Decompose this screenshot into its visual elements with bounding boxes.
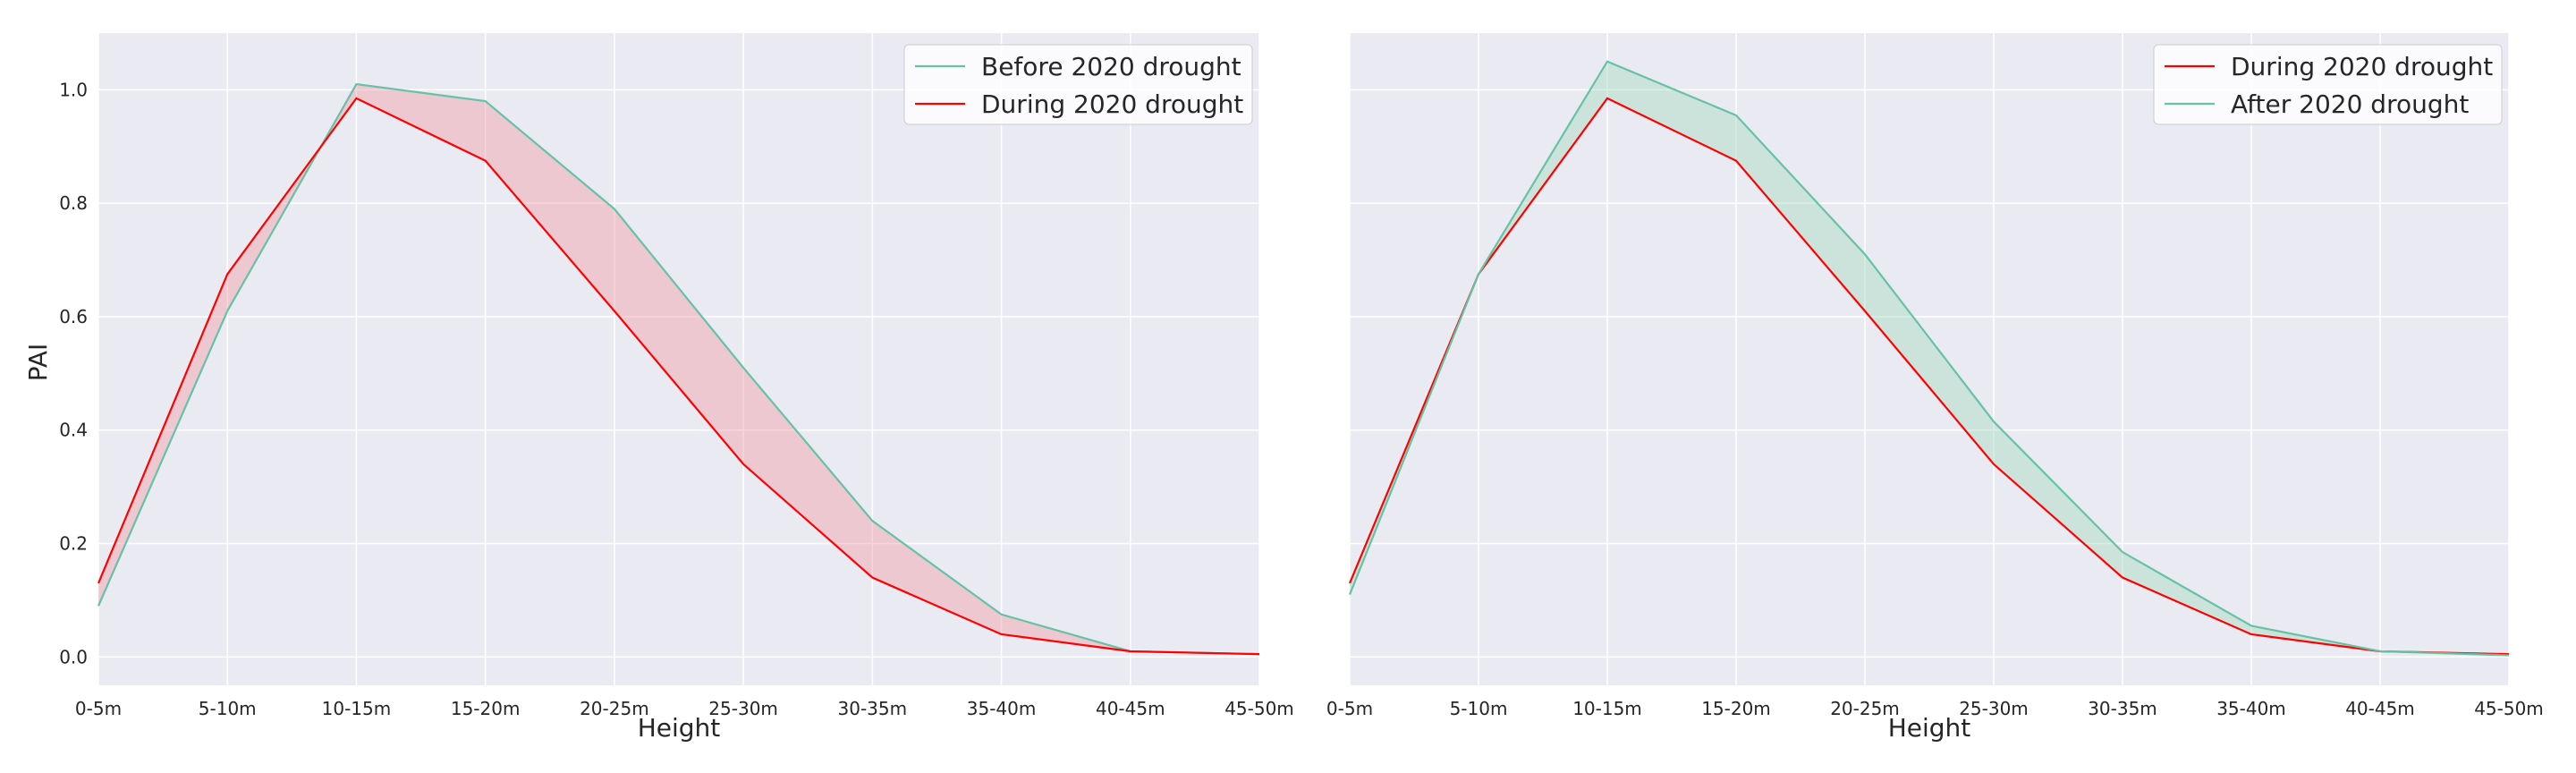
legend: During 2020 drought After 2020 drought [2153, 44, 2503, 125]
x-tick-label: 25-30m [708, 698, 778, 719]
panel-1: 0.0 0.2 0.4 0.6 0.8 1.0 0-5m 5-10m 10-15m 15-20m 2… [59, 33, 1294, 719]
legend-label: After 2020 drought [2231, 89, 2469, 119]
x-tick-label: 20-25m [1830, 698, 1900, 719]
series-line-1 [1348, 97, 2510, 656]
x-tick-label: 5-10m [1450, 698, 1508, 719]
legend: Before 2020 drought During 2020 drought [903, 44, 1253, 125]
x-axis-label-left: Height [638, 713, 721, 743]
x-tick-label: 0-5m [75, 698, 122, 719]
series-line-2 [1348, 60, 2510, 657]
x-tick-label: 30-35m [838, 698, 908, 719]
x-axis-label-right: Height [1888, 713, 1971, 743]
x-tick-label: 30-35m [2088, 698, 2157, 719]
legend-box [2153, 44, 2503, 125]
x-tick-label: 35-40m [2216, 698, 2286, 719]
x-tick-label: 15-20m [451, 698, 521, 719]
y-tick-label: 0.6 [59, 306, 88, 327]
y-axis-label: PAI [23, 344, 53, 382]
x-tick-label: 10-15m [1572, 698, 1642, 719]
plot-background [1350, 33, 2509, 685]
x-tick-label: 40-45m [1096, 698, 1165, 719]
series-line-1 [97, 82, 1260, 656]
y-tick-label: 1.0 [59, 79, 88, 100]
legend-label: During 2020 drought [2231, 52, 2493, 81]
legend-label: Before 2020 drought [981, 52, 1241, 81]
plot-background [98, 33, 1259, 685]
legend-box [903, 44, 1253, 125]
x-tick-label: 25-30m [1959, 698, 2029, 719]
panel-2: 0-5m 5-10m 10-15m 15-20m 20-25m 25-30m 30-35m 3… [1326, 33, 2544, 719]
series-line-2 [97, 97, 1260, 656]
fill-between-area [98, 84, 1259, 655]
y-tick-label: 0.8 [59, 192, 88, 214]
fill-between-area [1350, 61, 2509, 656]
x-tick-label: 15-20m [1701, 698, 1771, 719]
x-tick-label: 0-5m [1326, 698, 1373, 719]
y-tick-label: 0.4 [59, 420, 88, 441]
legend-label: During 2020 drought [981, 89, 1243, 119]
x-tick-label: 10-15m [322, 698, 392, 719]
x-tick-label: 35-40m [967, 698, 1037, 719]
x-tick-label: 40-45m [2345, 698, 2415, 719]
x-tick-label: 20-25m [580, 698, 649, 719]
y-tick-label: 0.2 [59, 533, 88, 555]
x-tick-label: 45-50m [2474, 698, 2544, 719]
y-tick-label: 0.0 [59, 646, 88, 667]
x-tick-label: 45-50m [1224, 698, 1294, 719]
x-tick-label: 5-10m [199, 698, 257, 719]
